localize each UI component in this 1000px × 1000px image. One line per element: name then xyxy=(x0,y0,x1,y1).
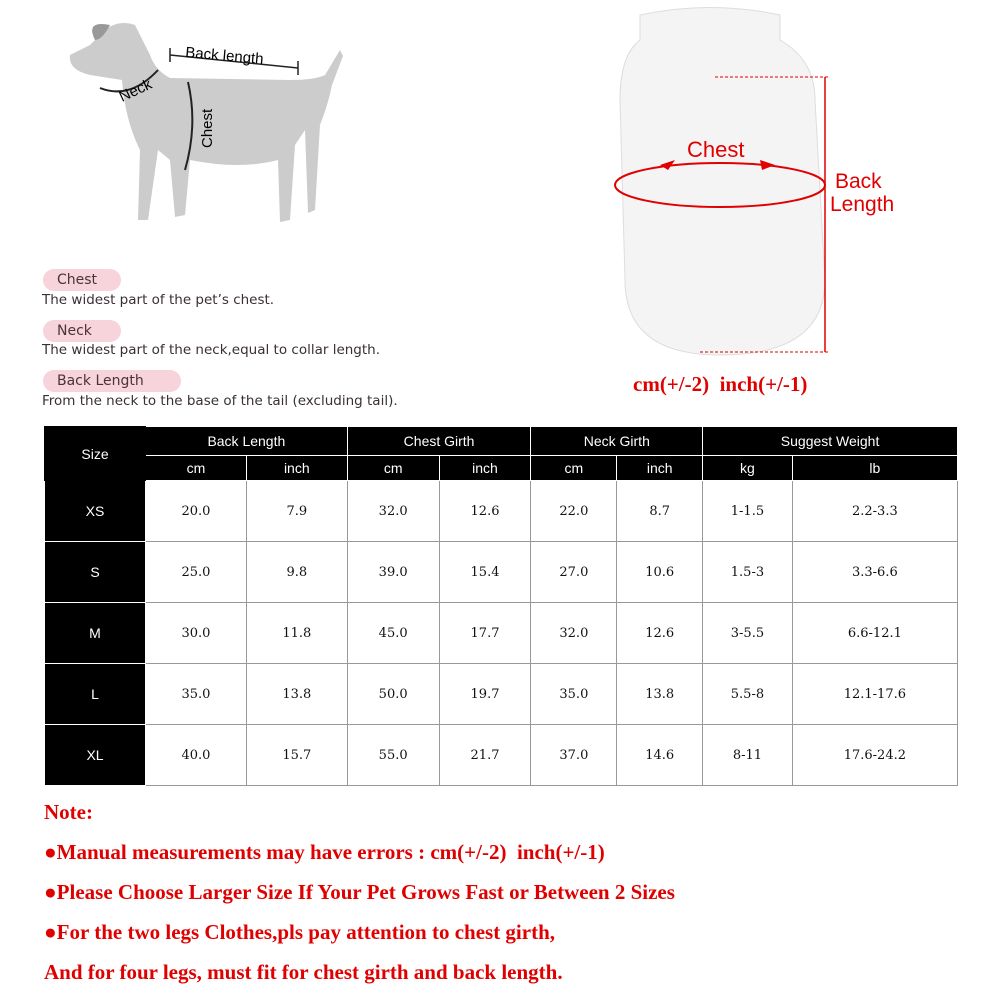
value-cell: 27.0 xyxy=(530,541,618,603)
value-cell: 6.6-12.1 xyxy=(791,602,959,664)
garment-length-label: Length xyxy=(830,193,894,216)
value-cell: 9.8 xyxy=(245,541,348,603)
dog-back-length-label: Back length xyxy=(185,44,265,68)
value-cell: 19.7 xyxy=(438,663,532,725)
value-cell: 22.0 xyxy=(530,480,618,542)
value-cell: 12.1-17.6 xyxy=(791,663,959,725)
note-line: ●For the two legs Clothes,pls pay attent… xyxy=(44,920,556,944)
value-cell: 50.0 xyxy=(346,663,440,725)
value-cell: 5.5-8 xyxy=(702,663,793,725)
value-cell: 35.0 xyxy=(530,663,618,725)
group-header: Back Length xyxy=(145,426,348,456)
value-cell: 32.0 xyxy=(530,602,618,664)
size-cell: L xyxy=(44,663,146,725)
value-cell: 37.0 xyxy=(530,724,618,786)
value-cell: 40.0 xyxy=(145,724,247,786)
unit-header: inch xyxy=(616,455,704,481)
value-cell: 21.7 xyxy=(438,724,532,786)
neck-term: Neck xyxy=(43,320,121,342)
chest-description: The widest part of the pet’s chest. xyxy=(42,292,275,308)
unit-header: lb xyxy=(791,455,959,481)
value-cell: 12.6 xyxy=(438,480,532,542)
garment-chest-label: Chest xyxy=(687,137,744,162)
size-cell: XS xyxy=(44,480,146,542)
value-cell: 12.6 xyxy=(616,602,704,664)
back-length-description: From the neck to the base of the tail (e… xyxy=(42,393,398,409)
value-cell: 2.2-3.3 xyxy=(791,480,959,542)
unit-header: cm xyxy=(145,455,247,481)
value-cell: 1.5-3 xyxy=(702,541,793,603)
dog-illustration: Back length Neck Chest xyxy=(69,22,344,223)
chest-term: Chest xyxy=(43,269,121,291)
value-cell: 45.0 xyxy=(346,602,440,664)
value-cell: 13.8 xyxy=(245,663,348,725)
size-table: Size Back Length Chest Girth Neck Girth … xyxy=(44,426,959,786)
value-cell: 7.9 xyxy=(245,480,348,542)
table-row: XL 40.0 15.7 55.0 21.7 37.0 14.6 8-11 17.6-24.2 xyxy=(44,724,959,786)
garment-illustration: Chest Back Length xyxy=(614,7,894,356)
unit-header: kg xyxy=(702,455,793,481)
note-line: And for four legs, must fit for chest gi… xyxy=(44,960,563,984)
value-cell: 20.0 xyxy=(145,480,247,542)
value-cell: 11.8 xyxy=(245,602,348,664)
size-cell: M xyxy=(44,602,146,664)
value-cell: 15.7 xyxy=(245,724,348,786)
value-cell: 1-1.5 xyxy=(702,480,793,542)
value-cell: 30.0 xyxy=(145,602,247,664)
value-cell: 3.3-6.6 xyxy=(791,541,959,603)
unit-header: inch xyxy=(245,455,348,481)
value-cell: 55.0 xyxy=(346,724,440,786)
value-cell: 25.0 xyxy=(145,541,247,603)
value-cell: 15.4 xyxy=(438,541,532,603)
dog-chest-label: Chest xyxy=(199,108,216,148)
tolerance-text: cm(+/-2) inch(+/-1) xyxy=(633,372,808,396)
garment-back-label: Back xyxy=(835,170,882,193)
value-cell: 14.6 xyxy=(616,724,704,786)
size-cell: XL xyxy=(44,724,146,786)
table-row: M 30.0 11.8 45.0 17.7 32.0 12.6 3-5.5 6.6-12.1 xyxy=(44,602,959,664)
note-title: Note: xyxy=(44,800,93,824)
value-cell: 39.0 xyxy=(346,541,440,603)
value-cell: 8-11 xyxy=(702,724,793,786)
group-header: Chest Girth xyxy=(346,426,532,456)
back-length-term: Back Length xyxy=(43,370,181,392)
value-cell: 3-5.5 xyxy=(702,602,793,664)
table-row: L 35.0 13.8 50.0 19.7 35.0 13.8 5.5-8 12.1-17.6 xyxy=(44,663,959,725)
group-header: Suggest Weight xyxy=(702,426,958,456)
value-cell: 13.8 xyxy=(616,663,704,725)
value-cell: 35.0 xyxy=(145,663,247,725)
size-cell: S xyxy=(44,541,146,603)
value-cell: 32.0 xyxy=(346,480,440,542)
value-cell: 17.6-24.2 xyxy=(791,724,959,786)
unit-header: cm xyxy=(530,455,618,481)
value-cell: 17.7 xyxy=(438,602,532,664)
unit-header: inch xyxy=(438,455,532,481)
note-line: ●Manual measurements may have errors : c… xyxy=(44,840,605,864)
note-line: ●Please Choose Larger Size If Your Pet G… xyxy=(44,880,675,904)
value-cell: 8.7 xyxy=(616,480,704,542)
table-row: S 25.0 9.8 39.0 15.4 27.0 10.6 1.5-3 3.3-6.6 xyxy=(44,541,959,603)
size-header: Size xyxy=(44,426,146,481)
neck-description: The widest part of the neck,equal to col… xyxy=(42,342,381,358)
unit-header: cm xyxy=(346,455,440,481)
group-header: Neck Girth xyxy=(530,426,704,456)
table-row: XS 20.0 7.9 32.0 12.6 22.0 8.7 1-1.5 2.2-3.3 xyxy=(44,480,959,542)
value-cell: 10.6 xyxy=(616,541,704,603)
